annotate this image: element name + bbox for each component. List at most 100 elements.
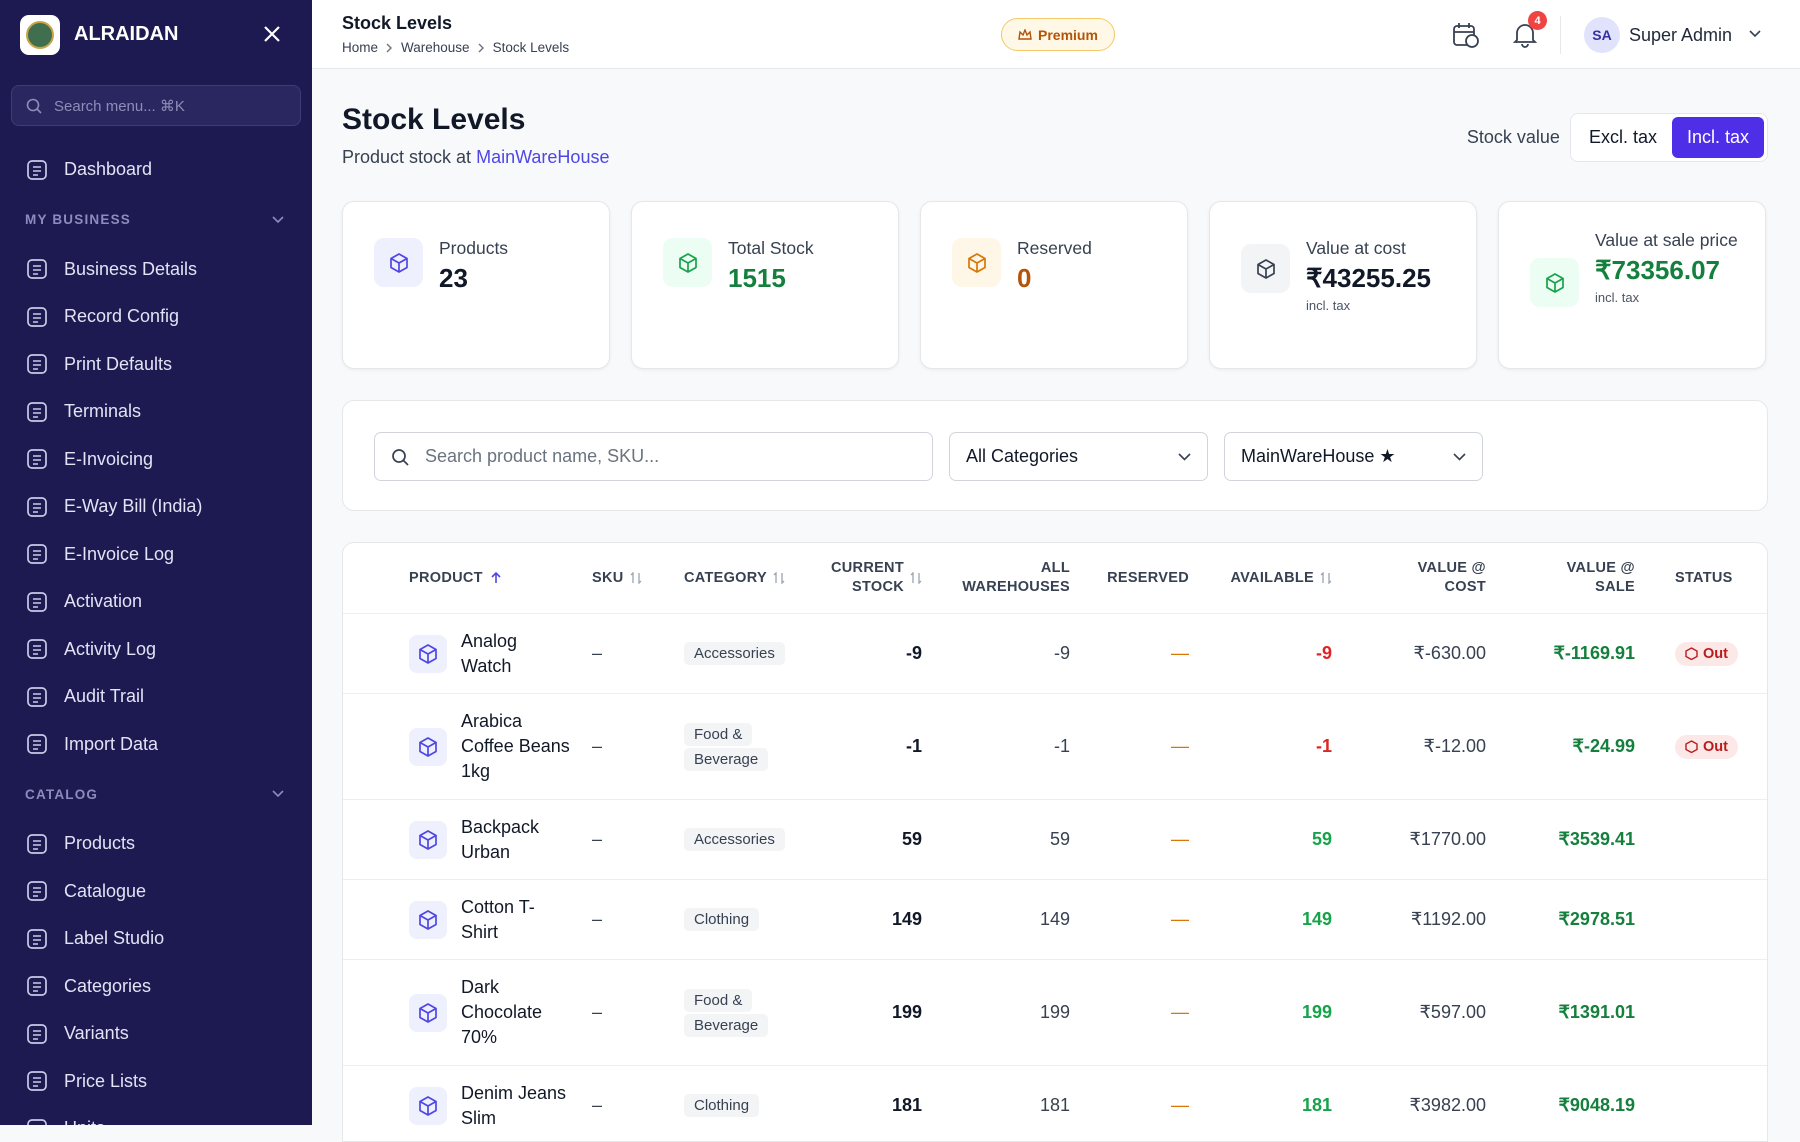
cell-value: 149 xyxy=(1301,909,1332,929)
sort-icon xyxy=(630,572,642,584)
column-header[interactable]: PRODUCT xyxy=(409,570,592,586)
bell-icon[interactable] xyxy=(1512,22,1538,48)
menu-item[interactable]: Record Config xyxy=(0,293,312,341)
table-row: Cotton T-Shirt – Clothing 149 149 — 149 ₹1192.0… xyxy=(343,880,1767,960)
toggle-option[interactable]: Incl. tax xyxy=(1671,117,1764,158)
product-name[interactable]: Cotton T-Shirt xyxy=(461,896,535,942)
menu-item[interactable]: Categories xyxy=(0,963,312,1011)
menu-item[interactable]: Activation xyxy=(0,578,312,626)
table-row: Arabica Coffee Beans 1kg – Food & Beverage… xyxy=(343,694,1767,800)
column-header[interactable]: CATEGORY xyxy=(684,570,813,586)
cell-value: ₹-12.00 xyxy=(1423,736,1487,756)
product-name[interactable]: Backpack Urban xyxy=(461,816,540,862)
product-name[interactable]: Denim Jeans Slim xyxy=(461,1082,567,1128)
category-select[interactable]: All Categories xyxy=(949,432,1208,481)
column-label: AVAILABLE xyxy=(1230,569,1314,586)
menu-icon xyxy=(26,1070,48,1092)
close-sidebar[interactable] xyxy=(262,24,282,44)
product-icon xyxy=(409,900,447,939)
product-cell: Dark Chocolate 70% xyxy=(409,975,592,1050)
stat-value: ₹43255.25 xyxy=(1306,263,1431,293)
menu-search-placeholder: Search menu... ⌘K xyxy=(54,97,185,115)
menu-item[interactable]: Products xyxy=(0,820,312,868)
product-cell: Denim Jeans Slim xyxy=(409,1081,592,1131)
warehouse-select[interactable]: MainWareHouse ★ xyxy=(1224,432,1483,481)
product-name[interactable]: Dark Chocolate 70% xyxy=(461,977,543,1047)
sku: – xyxy=(592,1002,603,1022)
category-cell: Clothing xyxy=(684,907,764,932)
premium-badge[interactable]: Premium xyxy=(1001,18,1115,51)
product-name[interactable]: Analog Watch xyxy=(461,630,518,676)
cell-value: -9 xyxy=(1315,643,1332,663)
category-cell: Accessories xyxy=(684,827,785,852)
column-header[interactable]: SKU xyxy=(592,570,684,586)
menu-item[interactable]: E-Invoicing xyxy=(0,436,312,484)
menu-item[interactable]: Catalogue xyxy=(0,868,312,916)
product-cell: Analog Watch xyxy=(409,629,592,679)
calendar-icon[interactable] xyxy=(1452,21,1480,49)
sort-icon xyxy=(773,572,785,584)
stat-icon xyxy=(663,238,712,287)
warehouse-link[interactable]: MainWareHouse xyxy=(476,147,610,167)
cell-value: ₹-24.99 xyxy=(1572,736,1636,756)
category-cell: Clothing xyxy=(684,1093,764,1118)
cell-value: 199 xyxy=(891,1002,922,1022)
menu-label: Catalogue xyxy=(64,880,147,901)
icon-glyph xyxy=(1255,258,1277,280)
menu-label: Record Config xyxy=(64,306,180,327)
user-name[interactable]: Super Admin xyxy=(1629,25,1733,45)
menu-icon xyxy=(26,733,48,755)
crumb-item[interactable]: Warehouse xyxy=(401,40,470,55)
menu-icon xyxy=(26,638,48,660)
menu-section[interactable]: MY BUSINESS xyxy=(0,194,312,246)
menu-item[interactable]: Import Data xyxy=(0,721,312,769)
cell-value: ₹3982.00 xyxy=(1409,1095,1486,1115)
cell-value: ₹3539.41 xyxy=(1558,829,1635,849)
column-header: VALUE @ SALE xyxy=(1486,559,1635,597)
menu-item[interactable]: Activity Log xyxy=(0,626,312,674)
menu-icon xyxy=(26,496,48,518)
table-row: Dark Chocolate 70% – Food & Beverage 199 199… xyxy=(343,960,1767,1066)
icon-glyph xyxy=(417,643,439,665)
premium-label: Premium xyxy=(1038,26,1098,43)
menu-item[interactable]: Print Defaults xyxy=(0,341,312,389)
crumb-item[interactable]: Home xyxy=(342,40,379,55)
stat-label: Value at sale price xyxy=(1595,230,1738,250)
crumb-sep xyxy=(386,43,393,53)
avatar[interactable]: SA xyxy=(1584,17,1620,53)
menu-icon xyxy=(26,543,48,565)
stat-label: Value at cost xyxy=(1306,238,1406,258)
cell-value: 59 xyxy=(1049,829,1070,849)
sort-icon xyxy=(491,572,501,584)
menu-item[interactable]: Dashboard xyxy=(0,146,312,194)
menu-item[interactable]: Variants xyxy=(0,1010,312,1058)
column-header[interactable]: AVAILABLE xyxy=(1189,569,1332,588)
menu-label: Dashboard xyxy=(64,159,153,180)
section-title: MY BUSINESS xyxy=(25,212,131,227)
menu-item[interactable]: E-Way Bill (India) xyxy=(0,483,312,531)
product-name[interactable]: Arabica Coffee Beans 1kg xyxy=(461,711,570,781)
crumb-sep xyxy=(478,43,485,53)
menu-section[interactable]: CATALOG xyxy=(0,768,312,820)
menu-item[interactable]: Price Lists xyxy=(0,1058,312,1106)
menu-label: Audit Trail xyxy=(64,686,145,707)
section-caret xyxy=(272,215,284,224)
cell-value: 149 xyxy=(1039,909,1070,929)
icon-glyph xyxy=(417,1095,439,1117)
menu-icon xyxy=(26,1118,48,1125)
column-header[interactable]: CURRENT STOCK xyxy=(813,559,922,597)
menu-item[interactable]: E-Invoice Log xyxy=(0,531,312,579)
menu-item[interactable]: Business Details xyxy=(0,246,312,294)
menu-item[interactable]: Terminals xyxy=(0,388,312,436)
stat-value: ₹73356.07 xyxy=(1595,255,1720,285)
product-search[interactable]: Search product name, SKU... xyxy=(374,432,933,481)
menu-item[interactable]: Units xyxy=(0,1105,312,1125)
toggle-option[interactable]: Excl. tax xyxy=(1588,127,1657,147)
menu-item[interactable]: Label Studio xyxy=(0,915,312,963)
cell-value: -1 xyxy=(905,736,922,756)
menu-search[interactable]: Search menu... ⌘K xyxy=(11,85,301,126)
menu-item[interactable]: Audit Trail xyxy=(0,673,312,721)
menu-label: Import Data xyxy=(64,733,159,754)
stat-body: Products 23 xyxy=(439,236,508,368)
cell-value: 181 xyxy=(1301,1095,1332,1115)
